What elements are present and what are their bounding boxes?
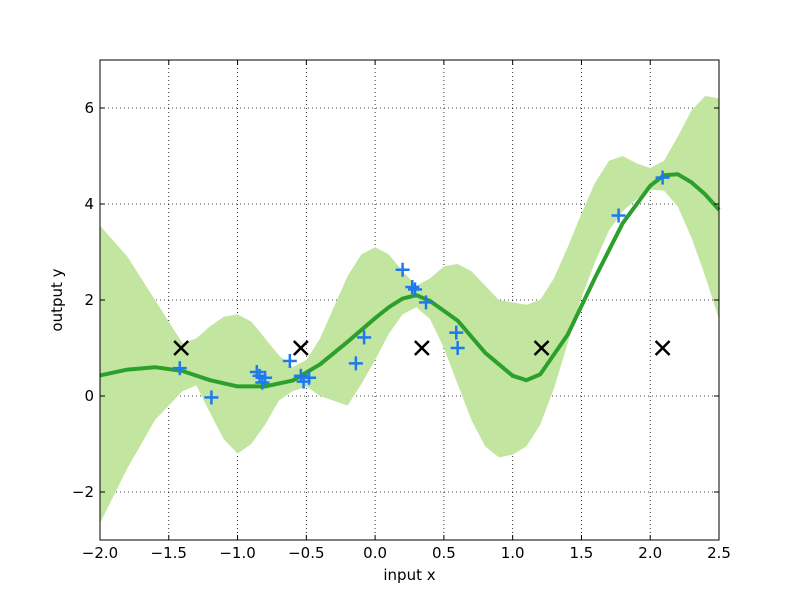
x-tick-label: 0.0 bbox=[363, 544, 387, 562]
inducing-point bbox=[533, 340, 550, 356]
x-tick-label: −0.5 bbox=[288, 544, 324, 562]
y-tick-label: −2 bbox=[72, 483, 94, 501]
inducing-point-markers bbox=[173, 340, 671, 356]
observation-point bbox=[611, 208, 626, 223]
x-tick-label: 1.5 bbox=[570, 544, 594, 562]
observation-point bbox=[204, 390, 219, 405]
inducing-point bbox=[173, 340, 190, 356]
x-marker-b bbox=[413, 340, 430, 356]
inducing-point bbox=[654, 340, 671, 356]
observation-point bbox=[357, 330, 372, 345]
confidence-band bbox=[100, 96, 719, 524]
inducing-point bbox=[413, 340, 430, 356]
observation-point bbox=[449, 325, 464, 340]
observation-point bbox=[172, 361, 187, 376]
x-tick-label: 0.5 bbox=[432, 544, 456, 562]
observation-point bbox=[419, 295, 434, 310]
observation-point bbox=[405, 280, 420, 295]
observation-markers bbox=[172, 170, 670, 405]
x-marker-b bbox=[654, 340, 671, 356]
observation-point bbox=[655, 170, 670, 185]
x-tick-label: −1.0 bbox=[219, 544, 255, 562]
x-axis-label: input x bbox=[383, 566, 435, 584]
x-marker-b bbox=[292, 340, 309, 356]
y-tick-label: 0 bbox=[84, 387, 94, 405]
x-tick-label: −2.0 bbox=[82, 544, 118, 562]
y-axis-label: output y bbox=[48, 268, 66, 331]
observation-point bbox=[348, 356, 363, 371]
axis-ticks: −2.0 −1.5 −1.0 −0.5 0.0 0.5 1.0 1.5 2.0 2.5 −2 0 2 4 6 bbox=[72, 60, 731, 562]
x-marker-b bbox=[173, 340, 190, 356]
x-tick-label: 2.0 bbox=[638, 544, 662, 562]
y-tick-label: 6 bbox=[84, 99, 94, 117]
observation-point bbox=[450, 341, 465, 355]
y-tick-label: 2 bbox=[84, 291, 94, 309]
x-tick-label: −1.5 bbox=[151, 544, 187, 562]
y-tick-label: 4 bbox=[84, 195, 94, 213]
x-tick-label: 1.0 bbox=[501, 544, 525, 562]
mean-line bbox=[99, 172, 721, 389]
x-marker-b bbox=[533, 340, 550, 356]
observation-point bbox=[408, 282, 423, 297]
observation-point bbox=[282, 353, 297, 368]
observation-point bbox=[302, 370, 317, 385]
observation-point bbox=[258, 370, 273, 385]
x-tick-label: 2.5 bbox=[707, 544, 731, 562]
observation-point bbox=[395, 262, 410, 277]
inducing-point bbox=[292, 340, 309, 356]
